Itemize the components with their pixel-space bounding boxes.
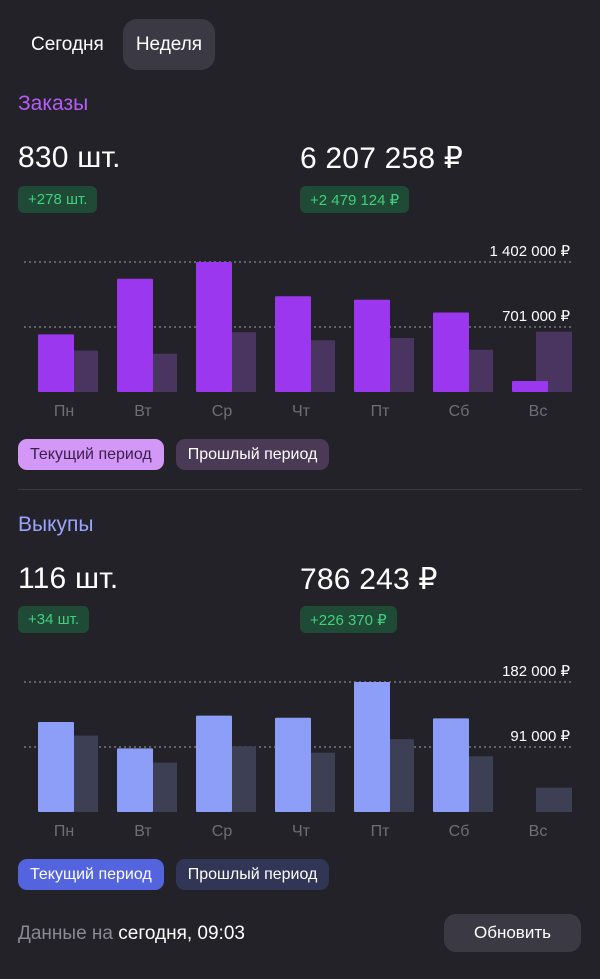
buyouts-x-tick-label: Пн bbox=[54, 823, 74, 840]
orders-bar-current bbox=[117, 278, 153, 392]
buyouts-bar-current bbox=[196, 715, 232, 812]
buyouts-bar-current bbox=[354, 682, 390, 812]
orders-legend-current[interactable]: Текущий период bbox=[18, 439, 164, 470]
buyouts-legend: Текущий период Прошлый период bbox=[18, 859, 330, 890]
orders-count: 830 шт. bbox=[18, 141, 121, 174]
orders-bar-current bbox=[433, 312, 469, 392]
buyouts-title: Выкупы bbox=[18, 513, 94, 536]
buyouts-count-delta: +34 шт. bbox=[18, 606, 90, 633]
orders-x-tick-label: Чт bbox=[292, 403, 311, 420]
data-timestamp-prefix: Данные на bbox=[18, 923, 113, 944]
buyouts-x-tick-label: Чт bbox=[292, 823, 311, 840]
orders-y-tick-label: 1 402 000 ₽ bbox=[490, 243, 571, 260]
orders-sum: 6 207 258 ₽ bbox=[300, 142, 464, 175]
orders-x-tick-label: Пн bbox=[54, 403, 74, 420]
buyouts-y-tick-label: 91 000 ₽ bbox=[510, 728, 570, 745]
orders-bar-current bbox=[38, 334, 74, 392]
buyouts-bar-current bbox=[275, 717, 311, 812]
orders-bar-current bbox=[354, 299, 390, 392]
refresh-button[interactable]: Обновить bbox=[444, 914, 581, 952]
orders-legend-previous[interactable]: Прошлый период bbox=[175, 439, 330, 470]
orders-x-tick-label: Пт bbox=[371, 403, 391, 420]
orders-x-tick-label: Вт bbox=[134, 403, 152, 420]
buyouts-x-tick-label: Пт bbox=[371, 823, 391, 840]
orders-legend: Текущий период Прошлый период bbox=[18, 439, 330, 470]
buyouts-sum: 786 243 ₽ bbox=[300, 563, 438, 596]
buyouts-x-tick-label: Вт bbox=[134, 823, 152, 840]
orders-title: Заказы bbox=[18, 92, 89, 115]
buyouts-bar-current bbox=[38, 722, 74, 812]
buyouts-x-tick-label: Вс bbox=[529, 823, 548, 840]
buyouts-bar-current bbox=[117, 748, 153, 812]
orders-y-tick-label: 701 000 ₽ bbox=[502, 308, 570, 325]
data-timestamp: Данные на сегодня, 09:03 bbox=[18, 923, 245, 945]
buyouts-legend-previous[interactable]: Прошлый период bbox=[175, 859, 330, 890]
orders-bar-current bbox=[512, 381, 548, 392]
buyouts-bar-current bbox=[433, 718, 469, 812]
orders-bar-current bbox=[196, 262, 232, 392]
buyouts-count: 116 шт. bbox=[18, 562, 119, 595]
orders-x-tick-label: Сб bbox=[449, 403, 470, 420]
buyouts-legend-current[interactable]: Текущий период bbox=[18, 859, 164, 890]
data-timestamp-value: сегодня, 09:03 bbox=[118, 923, 245, 944]
tab-today[interactable]: Сегодня bbox=[31, 33, 104, 55]
tab-week[interactable]: Неделя bbox=[122, 19, 216, 70]
buyouts-bar-previous bbox=[536, 787, 572, 812]
orders-x-tick-label: Ср bbox=[212, 403, 233, 420]
orders-chart: 1 402 000 ₽ 701 000 ₽ Пн Вт Ср Чт Пт Сб Вс bbox=[24, 243, 572, 420]
orders-x-tick-label: Вс bbox=[529, 403, 548, 420]
buyouts-x-tick-label: Сб bbox=[449, 823, 470, 840]
buyouts-sum-delta: +226 370 ₽ bbox=[300, 606, 397, 633]
orders-count-delta: +278 шт. bbox=[18, 186, 98, 213]
buyouts-chart: 182 000 ₽ 91 000 ₽ Пн Вт Ср Чт Пт Сб Вс bbox=[24, 663, 572, 840]
orders-sum-delta: +2 479 124 ₽ bbox=[300, 186, 410, 213]
period-tabs: Сегодня Неделя bbox=[18, 19, 216, 70]
buyouts-x-tick-label: Ср bbox=[212, 823, 233, 840]
orders-bar-current bbox=[275, 296, 311, 392]
buyouts-y-tick-label: 182 000 ₽ bbox=[502, 663, 570, 680]
section-divider bbox=[18, 489, 582, 490]
